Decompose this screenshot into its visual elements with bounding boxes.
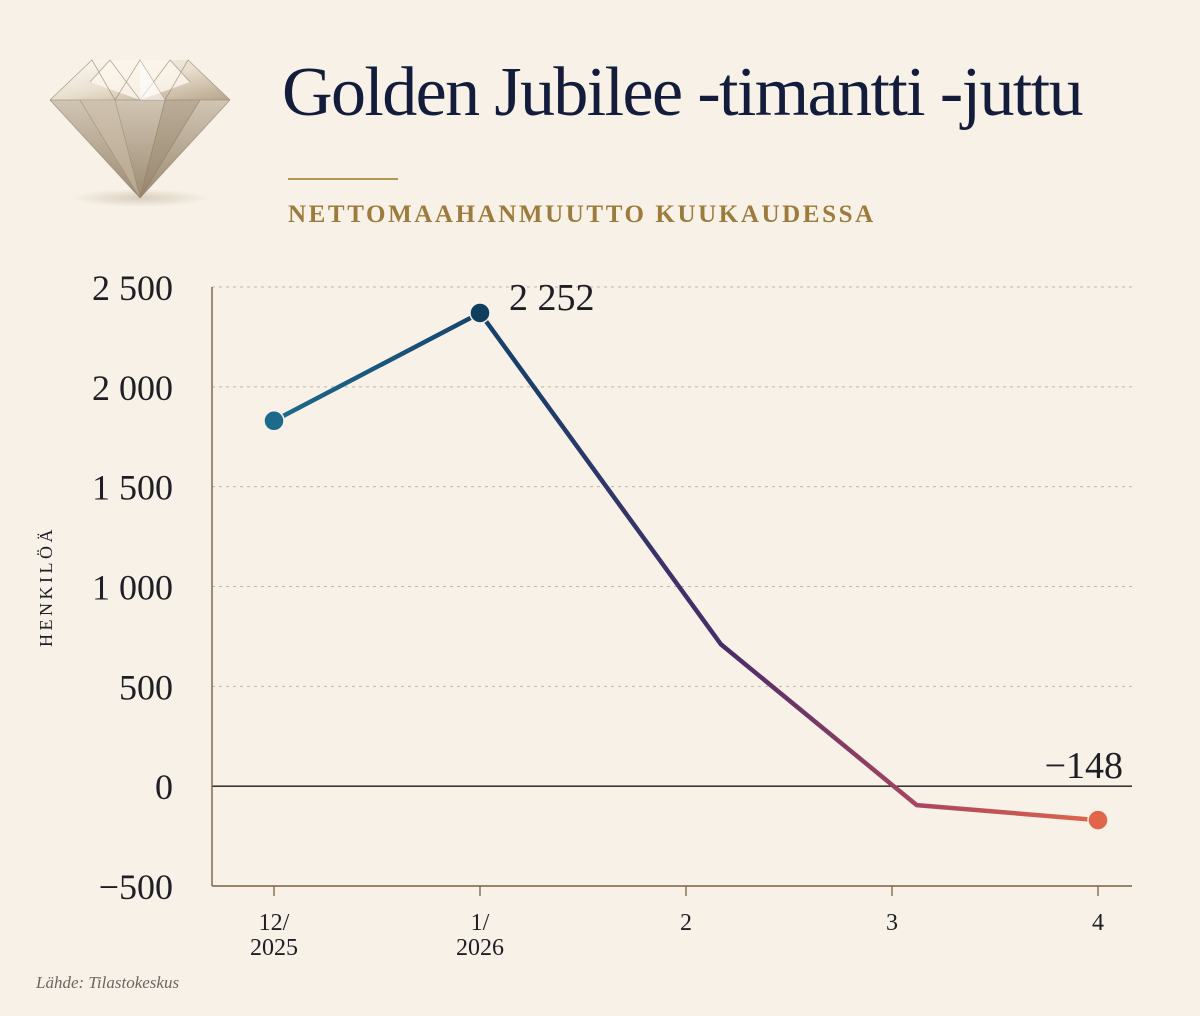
y-tick-label: 1 000 [92, 568, 173, 608]
y-tick-label: 0 [155, 767, 173, 807]
title-divider [288, 178, 398, 180]
x-tick-label: 3 [886, 910, 898, 936]
chart-title: Golden Jubilee -timantti -juttu [282, 54, 1084, 131]
y-tick-label: 1 500 [92, 468, 173, 508]
x-tick-label: 4 [1092, 910, 1104, 936]
data-point [263, 410, 285, 432]
data-label: −148 [1045, 745, 1123, 787]
y-tick-label: −500 [99, 867, 173, 907]
series-line [271, 310, 1101, 823]
chart-subtitle: NETTOMAAHANMUUTTO KUUKAUDESSA [288, 201, 876, 228]
y-tick-label: 2 500 [92, 268, 173, 308]
x-tick-label: 2 [680, 910, 692, 936]
x-tick-label: 1/ [471, 910, 490, 936]
y-tick-label: 2 000 [92, 368, 173, 408]
data-point [1087, 809, 1109, 831]
x-tick-label: 12/ [259, 910, 290, 936]
y-axis-title: HENKILÖÄ [36, 526, 56, 647]
source-note: Lähde: Tilastokeskus [36, 973, 180, 992]
data-point [469, 302, 491, 324]
diamond-icon [49, 59, 231, 207]
x-tick-label-year: 2026 [456, 935, 504, 961]
data-label: 2 252 [509, 277, 595, 319]
x-tick-label-year: 2025 [250, 935, 298, 961]
y-tick-label: 500 [119, 667, 173, 707]
